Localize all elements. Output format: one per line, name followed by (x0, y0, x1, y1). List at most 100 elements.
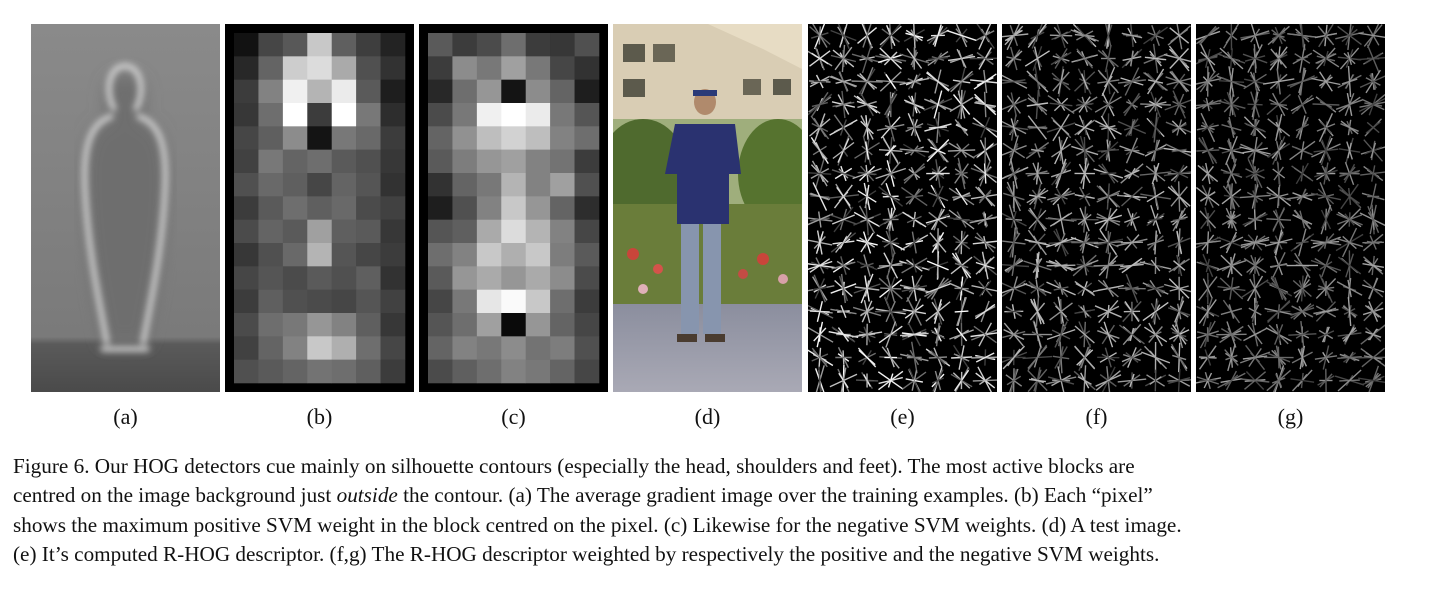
grid-cell (356, 313, 381, 337)
hog-glyph-line (932, 238, 944, 247)
hog-glyph-line (925, 283, 951, 294)
hog-glyph-line (835, 101, 852, 108)
hog-glyph-line (1054, 346, 1068, 369)
grid-cell (525, 126, 551, 150)
hog-glyph-line (1049, 102, 1073, 107)
hog-glyph-line (980, 29, 991, 42)
hog-glyph-line (1080, 346, 1089, 369)
hog-glyph-line (1153, 234, 1159, 251)
hog-glyph-line (1050, 190, 1072, 203)
average-gradient-image (31, 24, 220, 392)
grid-cell (356, 219, 381, 244)
grid-cell (476, 266, 502, 290)
hog-glyph-line (1295, 162, 1309, 185)
grid-cell (550, 266, 575, 290)
hog-glyph-line (979, 280, 992, 297)
grid-cell (282, 103, 308, 127)
hog-glyph-line (863, 299, 871, 324)
hog-glyph-line (1340, 120, 1359, 135)
grid-cell (380, 79, 406, 104)
grid-cell (550, 33, 575, 57)
positive-weight-figure (225, 24, 414, 392)
hog-glyph-line (1246, 257, 1264, 274)
grid-cell (258, 149, 284, 174)
hog-glyph-line (1221, 213, 1242, 226)
grid-cell (331, 196, 357, 220)
negative-weight-figure (419, 24, 608, 392)
hog-glyph-line (1295, 31, 1310, 40)
grid-cell (356, 196, 381, 220)
grid-cell (307, 289, 333, 314)
grid-cell (501, 149, 527, 174)
hog-glyph-line (1121, 186, 1143, 207)
hog-glyph-line (1124, 286, 1140, 291)
hog-glyph-line (1321, 210, 1331, 229)
grid-cell (234, 126, 259, 150)
hog-glyph-line (880, 24, 901, 48)
hog-glyph-line (1296, 192, 1308, 201)
grid-cell (331, 313, 357, 337)
grid-cell (307, 196, 333, 220)
grid-cell (501, 266, 527, 290)
hog-glyph-line (1008, 329, 1019, 340)
hog-glyph-line (1248, 214, 1262, 225)
hog-glyph-line (832, 141, 855, 160)
hog-glyph-line (899, 148, 929, 153)
grid-cell (428, 173, 453, 197)
hog-glyph-line (1314, 355, 1338, 360)
rhog-negative-figure (1196, 24, 1385, 392)
grid-cell (380, 149, 406, 174)
hog-glyph-line (1163, 171, 1191, 177)
grid-cell (380, 173, 406, 197)
grid-cell (282, 126, 308, 150)
grid-cell (550, 56, 575, 80)
grid-cell (525, 79, 551, 104)
grid-cell (356, 56, 381, 80)
hog-glyph-line (1291, 94, 1313, 115)
grid-cell (356, 359, 381, 384)
hog-glyph-line (1075, 282, 1094, 295)
grid-cell (574, 103, 600, 127)
grid-cell (331, 149, 357, 174)
grid-cell (331, 33, 357, 57)
hog-glyph-line (1240, 378, 1270, 383)
hog-glyph-line (1275, 140, 1282, 161)
grid-cell (550, 173, 575, 197)
grid-cell (550, 103, 575, 127)
grid-cell (282, 149, 308, 174)
hog-glyph-line (1122, 348, 1142, 367)
grid-cell (452, 289, 478, 314)
hog-glyph-line (1010, 118, 1017, 137)
hog-glyph-line (925, 215, 951, 224)
hog-glyph-line (1196, 78, 1222, 85)
hog-glyph-line (1055, 53, 1067, 64)
hog-glyph-line (1055, 162, 1068, 185)
grid-cell (574, 219, 600, 244)
hog-glyph-line (1165, 143, 1191, 157)
hog-glyph-line (1225, 158, 1238, 189)
hog-glyph-line (1049, 212, 1073, 227)
grid-cell (331, 79, 357, 104)
hog-glyph-line (1006, 56, 1022, 61)
grid-cell (476, 313, 502, 337)
hog-glyph-line (1058, 136, 1064, 165)
grid-cell (307, 79, 333, 104)
hog-glyph-line (1028, 280, 1047, 297)
hog-glyph-line (818, 26, 821, 45)
grid-cell (550, 219, 575, 244)
hog-glyph-line (1177, 303, 1182, 320)
hog-glyph-line (1223, 96, 1240, 113)
hog-glyph-line (813, 327, 827, 342)
grid-cell (428, 313, 453, 337)
grid-cell (525, 173, 551, 197)
hog-glyph-line (1245, 169, 1265, 178)
grid-cell (574, 149, 600, 174)
hog-glyph-line (1169, 71, 1190, 92)
hog-glyph-line (1368, 328, 1378, 341)
grid-cell (501, 243, 527, 267)
grid-cell (356, 289, 381, 314)
hog-glyph-line (1201, 136, 1215, 165)
grid-cell (574, 79, 600, 104)
hog-glyph-line (1033, 298, 1042, 325)
hog-glyph-line (831, 261, 856, 270)
